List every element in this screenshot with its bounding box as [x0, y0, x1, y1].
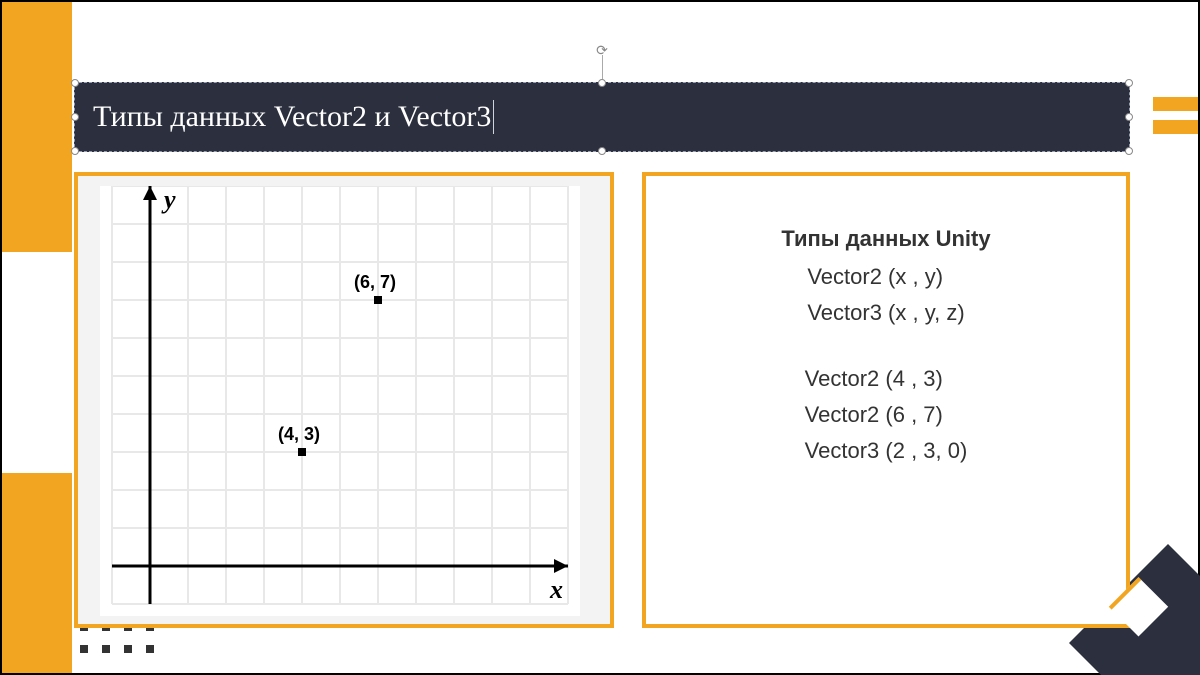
resize-handle[interactable]: [1125, 113, 1133, 121]
right-panel-heading: Типы данных Unity: [781, 226, 990, 252]
right-panel-line: Vector2 (x , y): [807, 264, 964, 290]
title-textbox[interactable]: Типы данных Vector2 и Vector3 ⟳: [74, 82, 1130, 152]
resize-handle[interactable]: [598, 79, 606, 87]
accent-stripe: [1153, 97, 1198, 111]
text-cursor: [493, 100, 494, 134]
right-panel-line: Vector2 (6 , 7): [805, 402, 968, 428]
slide-title: Типы данных Vector2 и Vector3: [93, 100, 491, 134]
accent-shape-bottom-left: [2, 473, 72, 673]
resize-handle[interactable]: [1125, 147, 1133, 155]
svg-text:(4, 3): (4, 3): [278, 424, 320, 444]
accent-stripe: [2, 120, 52, 134]
right-panel-line: Vector3 (2 , 3, 0): [805, 438, 968, 464]
rotate-handle-icon[interactable]: ⟳: [595, 45, 609, 59]
resize-handle[interactable]: [1125, 79, 1133, 87]
right-panel-line: Vector2 (4 , 3): [805, 366, 968, 392]
slide: Типы данных Vector2 и Vector3 ⟳ x y (6, 7)…: [0, 0, 1200, 675]
svg-text:(6, 7): (6, 7): [354, 272, 396, 292]
right-panel: Типы данных Unity Vector2 (x , y) Vector3…: [642, 172, 1130, 628]
right-panel-line: Vector3 (x , y, z): [807, 300, 964, 326]
coordinate-chart: x y (6, 7) (4, 3): [100, 186, 580, 616]
accent-stripe: [2, 97, 52, 111]
svg-text:y: y: [161, 186, 176, 214]
resize-handle[interactable]: [598, 147, 606, 155]
resize-handle[interactable]: [71, 147, 79, 155]
chart-svg: x y (6, 7) (4, 3): [100, 186, 580, 616]
resize-handle[interactable]: [71, 113, 79, 121]
accent-stripe: [1153, 120, 1198, 134]
svg-text:x: x: [549, 575, 563, 604]
resize-handle[interactable]: [71, 79, 79, 87]
left-panel: x y (6, 7) (4, 3): [74, 172, 614, 628]
